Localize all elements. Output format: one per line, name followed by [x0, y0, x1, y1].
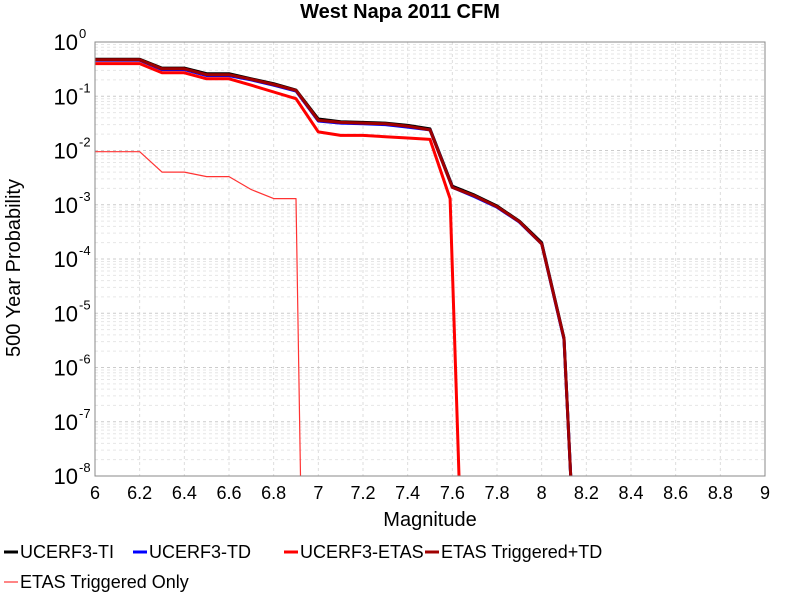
- y-tick-exponent: -2: [79, 135, 91, 150]
- chart-title: West Napa 2011 CFM: [300, 1, 500, 23]
- y-tick-exponent: -4: [79, 243, 91, 258]
- y-tick-label: 10 -7: [54, 406, 91, 435]
- y-tick-base: 10: [54, 30, 78, 55]
- legend-item: ETAS Triggered+TD: [425, 542, 602, 562]
- x-tick-label: 9: [760, 483, 770, 503]
- y-tick-label: 10 0: [54, 26, 87, 55]
- series-layer: [95, 57, 573, 477]
- x-tick-label: 6.8: [261, 483, 286, 503]
- y-tick-base: 10: [54, 301, 78, 326]
- y-tick-base: 10: [54, 139, 78, 164]
- y-tick-base: 10: [54, 84, 78, 109]
- x-tick-label: 6: [90, 483, 100, 503]
- legend-label: UCERF3-ETAS: [300, 542, 424, 562]
- y-tick-exponent: -1: [79, 80, 91, 95]
- x-tick-label: 8.6: [663, 483, 688, 503]
- y-tick-exponent: 0: [79, 26, 86, 41]
- y-tick-label: 10 -2: [54, 135, 91, 164]
- x-tick-label: 8.4: [618, 483, 643, 503]
- x-tick-label: 6.6: [216, 483, 241, 503]
- y-tick-exponent: -7: [79, 406, 91, 421]
- x-tick-label: 7.4: [395, 483, 420, 503]
- y-tick-base: 10: [54, 356, 78, 381]
- x-tick-label: 8.2: [574, 483, 599, 503]
- y-tick-exponent: -5: [79, 297, 91, 312]
- x-tick-label: 8: [537, 483, 547, 503]
- x-tick-label: 6.4: [172, 483, 197, 503]
- x-tick-label: 7: [313, 483, 323, 503]
- legend-label: UCERF3-TI: [20, 542, 114, 562]
- legend-item: UCERF3-TI: [4, 542, 114, 562]
- y-tick-base: 10: [54, 247, 78, 272]
- legend-label: ETAS Triggered Only: [20, 572, 189, 592]
- x-tick-labels: 6 6.2 6.4 6.6 6.8 7 7.2 7.4 7.6 7.8 8 8.2 8.4 8.6 8.8 9: [90, 483, 770, 503]
- x-tick-label: 6.2: [127, 483, 152, 503]
- y-tick-exponent: -8: [79, 460, 91, 475]
- series-line-etas-triggered-td: [95, 58, 573, 477]
- x-tick-label: 7.2: [350, 483, 375, 503]
- legend-item: UCERF3-ETAS: [284, 542, 424, 562]
- y-tick-base: 10: [54, 193, 78, 218]
- x-axis-label: Magnitude: [383, 509, 476, 531]
- series-line-ucerf3-etas: [95, 62, 461, 477]
- y-tick-label: 10 -6: [54, 352, 91, 381]
- y-tick-label: 10 -5: [54, 297, 91, 326]
- legend-label: UCERF3-TD: [149, 542, 251, 562]
- x-tick-label: 8.8: [708, 483, 733, 503]
- y-tick-base: 10: [54, 410, 78, 435]
- y-tick-label: 10 -3: [54, 189, 91, 218]
- legend: UCERF3-TI UCERF3-TD UCERF3-ETAS ETAS Trigge…: [4, 542, 602, 592]
- legend-item: UCERF3-TD: [133, 542, 251, 562]
- y-tick-label: 10 -1: [54, 80, 91, 109]
- y-tick-exponent: -6: [79, 352, 91, 367]
- y-tick-base: 10: [54, 464, 78, 489]
- y-axis-label: 500 Year Probability: [3, 179, 25, 357]
- plot-frame: [94, 41, 766, 477]
- grid: [94, 42, 766, 477]
- series-line-etas-triggered-only: [95, 151, 302, 477]
- y-tick-label: 10 -4: [54, 243, 91, 272]
- legend-label: ETAS Triggered+TD: [441, 542, 602, 562]
- y-tick-exponent: -3: [79, 189, 91, 204]
- legend-item: ETAS Triggered Only: [4, 572, 189, 592]
- x-tick-label: 7.6: [440, 483, 465, 503]
- x-tick-label: 7.8: [484, 483, 509, 503]
- y-tick-label: 10 -8: [54, 460, 91, 489]
